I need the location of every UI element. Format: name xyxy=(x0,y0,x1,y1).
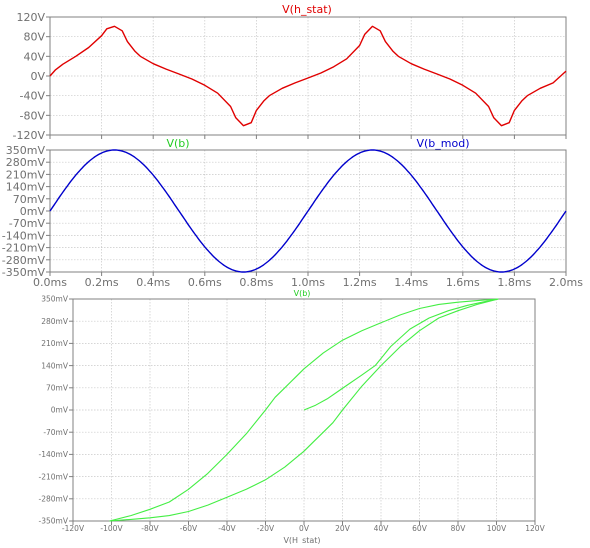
pane3-ytick-label-1: 280mV xyxy=(41,317,69,326)
pane2-ytick-label-4: 70mV xyxy=(13,193,46,206)
pane1-plot: 120V 80V 40V 0V -40V -80V -120V xyxy=(13,11,567,142)
pane3-ytick-label-7: -140mV xyxy=(39,450,69,459)
pane1-ytick-label-3: 0V xyxy=(30,70,45,83)
pane3-xtick-label-0: -120V xyxy=(62,524,85,533)
pane2-ytick-label-0: 350mV xyxy=(6,144,46,157)
pane3-xtick-label-1: -100V xyxy=(100,524,123,533)
pane2-series-v-b-mod- xyxy=(49,149,567,273)
pane3-series-initial xyxy=(303,298,499,411)
pane3-series-descending xyxy=(109,298,499,522)
pane2-xtick-label-9: 1.8ms xyxy=(497,276,531,289)
pane1-ytick-label-4: -40V xyxy=(20,90,46,103)
pane2-legend-b-mod: V(b_mod) xyxy=(416,137,469,150)
pane2-ytick-label-8: -210mV xyxy=(2,242,46,255)
pane2-xtick-label-3: 0.6ms xyxy=(188,276,222,289)
pane2-xtick-label-8: 1.6ms xyxy=(446,276,480,289)
pane3-ytick-label-9: -280mV xyxy=(39,495,69,504)
pane3-xtick-label-3: -60V xyxy=(180,524,198,533)
pane3-xtick-label-5: -20V xyxy=(257,524,275,533)
pane2-xtick-label-5: 1.0ms xyxy=(291,276,325,289)
pane3-ytick-label-0: 350mV xyxy=(41,295,69,304)
pane3-title: V(b) xyxy=(294,289,311,298)
pane2-legend-b: V(b) xyxy=(166,137,189,150)
pane2-ytick-label-7: -140mV xyxy=(2,229,46,242)
pane1-ytick-label-5: -80V xyxy=(20,109,46,122)
pane2-ytick-label-1: 280mV xyxy=(6,156,46,169)
pane2-xtick-label-10: 2.0ms xyxy=(549,276,583,289)
pane2-ytick-label-10: -350mV xyxy=(2,266,46,279)
pane3-ytick-label-5: 0mV xyxy=(51,406,69,415)
pane3-ytick-label-10: -350mV xyxy=(39,517,69,526)
pane1-series-v-h-stat- xyxy=(49,25,567,127)
pane2-xtick-label-6: 1.2ms xyxy=(343,276,377,289)
pane3-series-ascending xyxy=(109,298,499,522)
pane2-xtick-label-1: 0.2ms xyxy=(85,276,119,289)
pane2-xtick-label-7: 1.4ms xyxy=(394,276,428,289)
pane3-xtick-label-11: 100V xyxy=(487,524,507,533)
pane1-ytick-label-2: 40V xyxy=(23,50,45,63)
pane3-xtick-label-10: 80V xyxy=(451,524,467,533)
pane2-xtick-label-0: 0.0ms xyxy=(33,276,67,289)
pane2-ytick-label-5: 0mV xyxy=(20,205,46,218)
pane3-ytick-label-6: -70mV xyxy=(43,428,69,437)
pane1-ytick-label-1: 80V xyxy=(23,31,45,44)
pane2-xtick-label-2: 0.4ms xyxy=(136,276,170,289)
pane3-xtick-label-12: 120V xyxy=(525,524,545,533)
pane1-title: V(h_stat) xyxy=(282,3,332,16)
pane2-ytick-label-2: 210mV xyxy=(6,168,46,181)
pane3-xtick-label-7: 20V xyxy=(335,524,351,533)
pane3-ytick-label-3: 140mV xyxy=(41,361,69,370)
pane2-plot: 350mV280mV210mV140mV70mV0mV-70mV-140mV-2… xyxy=(2,144,583,289)
pane3-xtick-label-4: -40V xyxy=(218,524,236,533)
pane3-xtick-label-9: 60V xyxy=(412,524,428,533)
pane3-xtick-label-6: 0V xyxy=(299,524,310,533)
pane3-plot: 350mV 280mV 210mV 140mV 70mV 0mV -70mV -140mV -2… xyxy=(39,295,546,533)
pane3-xtick-label-2: -80V xyxy=(141,524,159,533)
pane3-xtick-label-8: 40V xyxy=(374,524,390,533)
pane3-ytick-label-2: 210mV xyxy=(41,339,69,348)
pane2-xtick-label-4: 0.8ms xyxy=(239,276,273,289)
pane3-ytick-label-8: -210mV xyxy=(39,472,69,481)
pane2-ytick-label-6: -70mV xyxy=(9,217,46,230)
pane3-xlabel: V(H_stat) xyxy=(283,536,320,544)
pane2-ytick-label-9: -280mV xyxy=(2,254,46,267)
pane1-ytick-label-6: -120V xyxy=(13,129,46,142)
pane3-ytick-label-4: 70mV xyxy=(46,384,69,393)
pane1-ytick-label-0: 120V xyxy=(16,11,45,24)
pane2-ytick-label-3: 140mV xyxy=(6,181,46,194)
